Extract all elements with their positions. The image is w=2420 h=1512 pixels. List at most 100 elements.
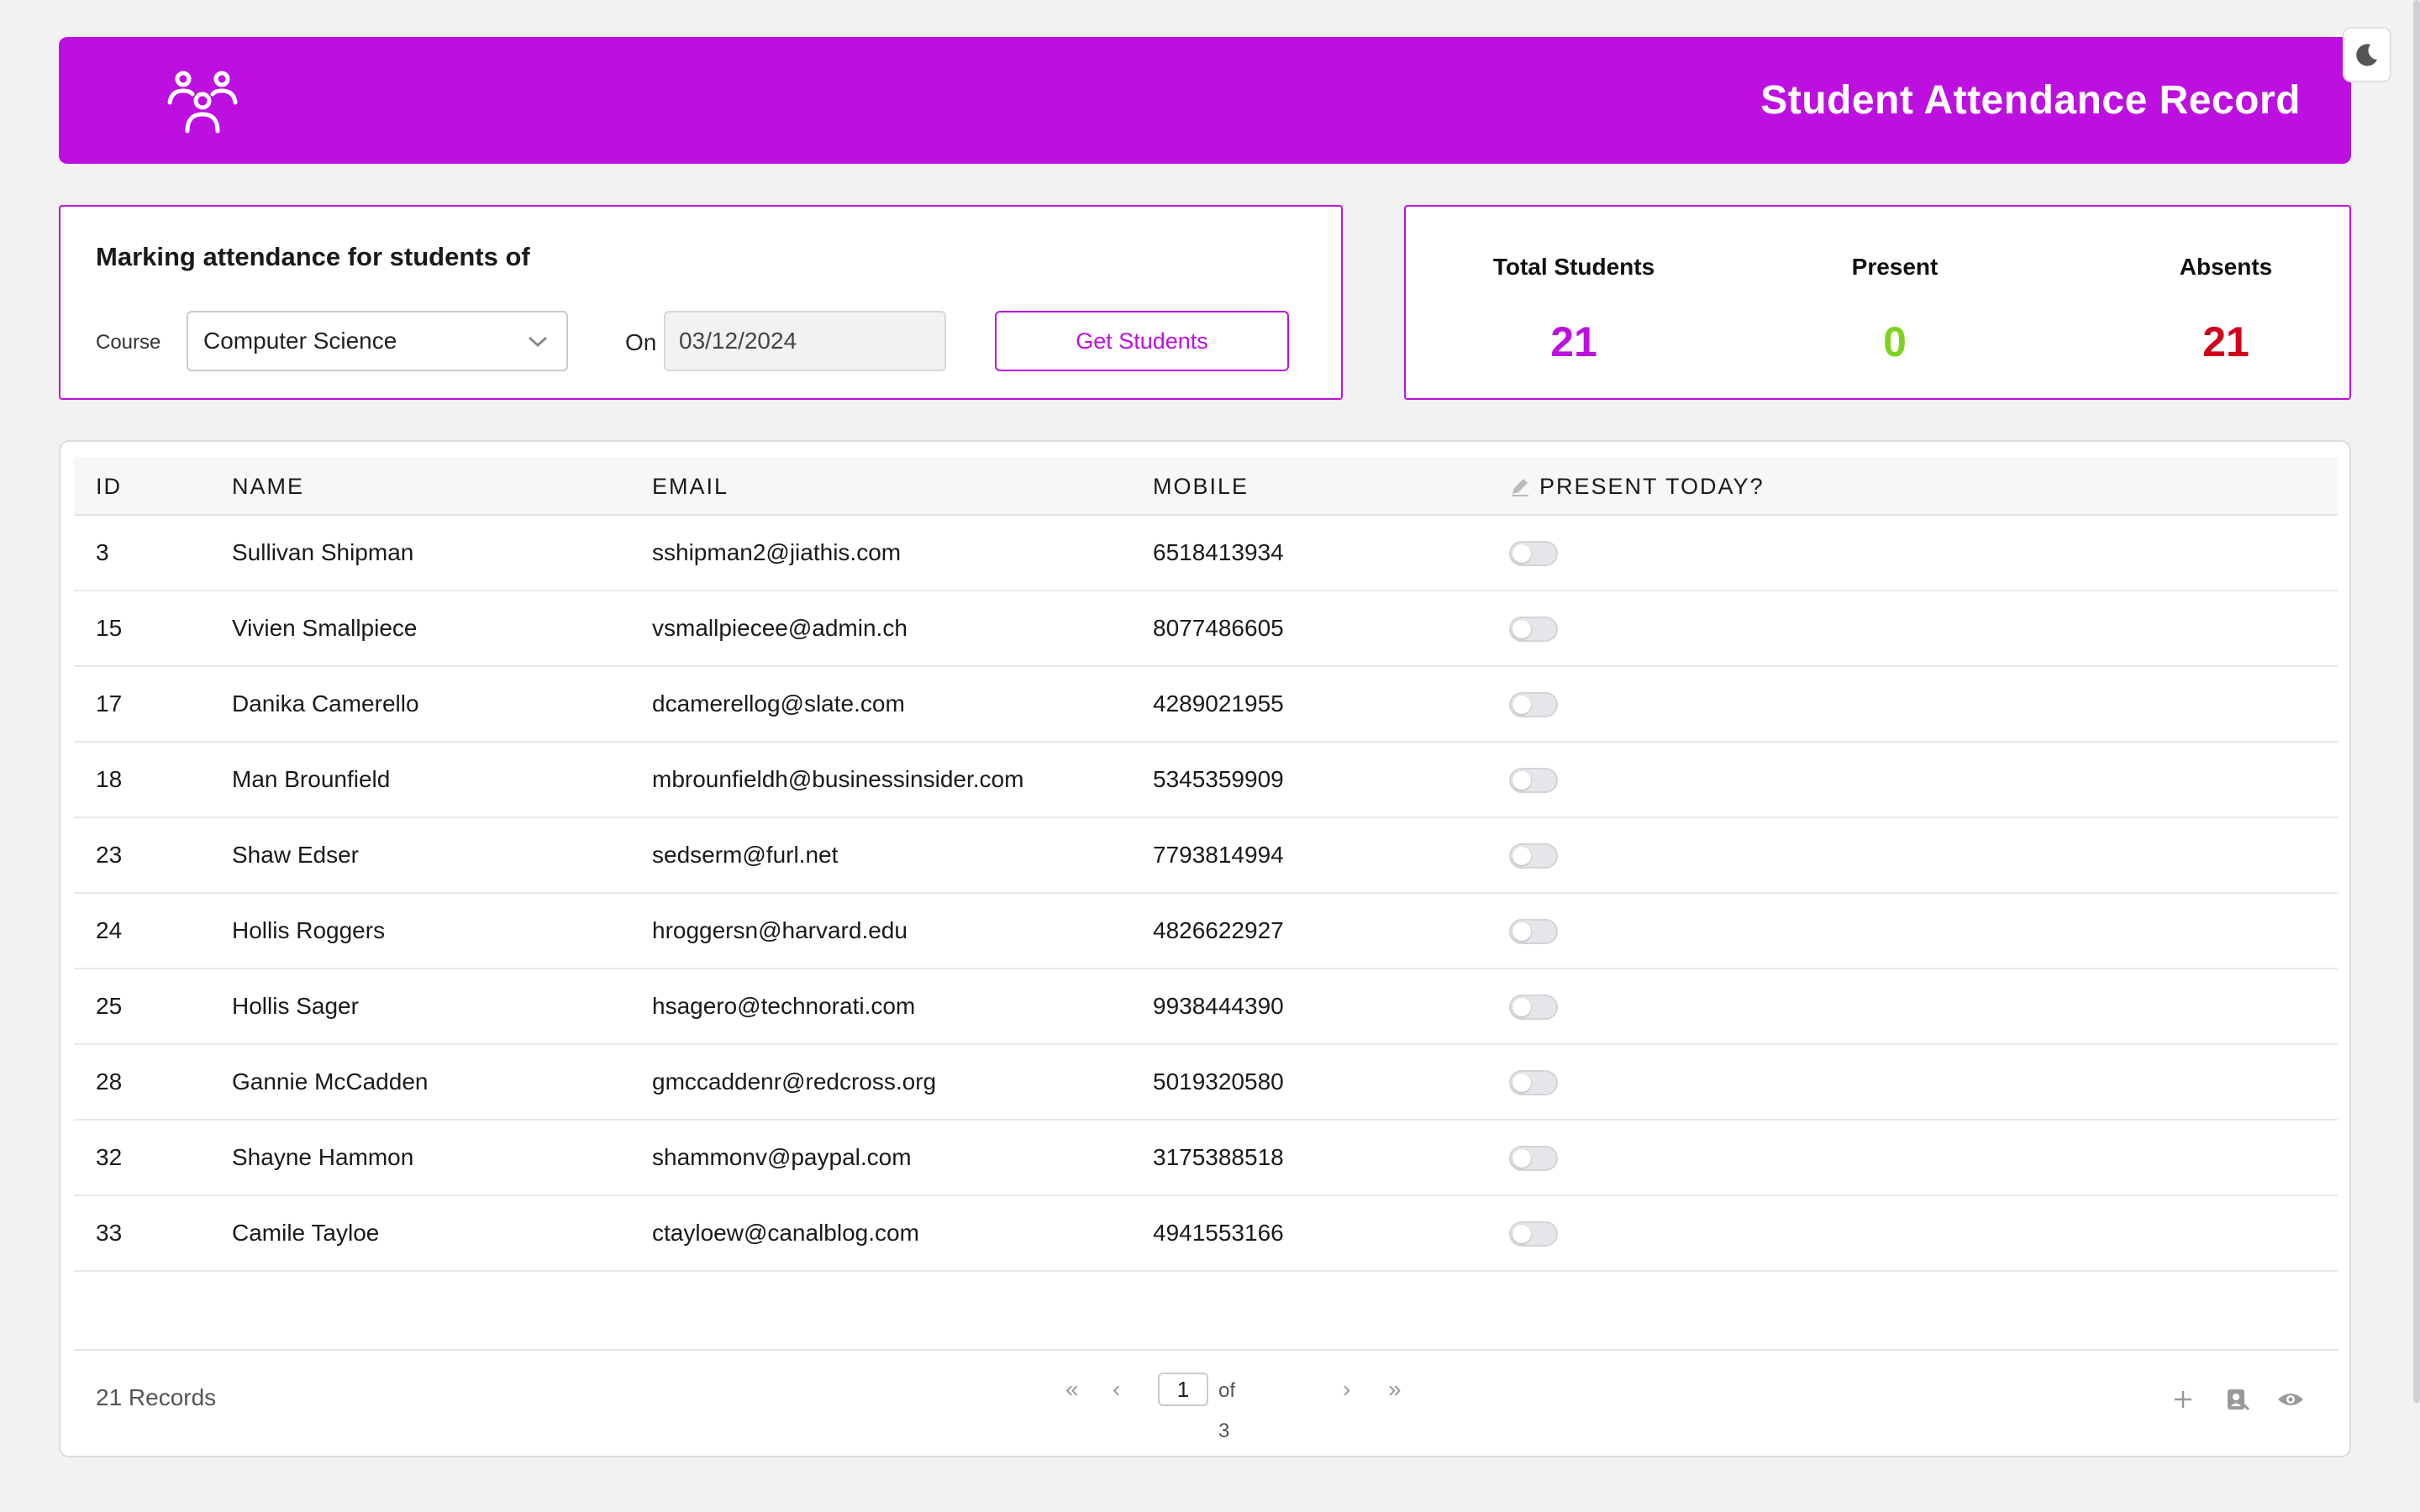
column-header-name[interactable]: NAME <box>232 474 305 499</box>
cell-name: Sullivan Shipman <box>232 539 414 565</box>
table-body: 3 Sullivan Shipman sshipman2@jiathis.com 65… <box>74 516 2338 1272</box>
table-row: 32 Shayne Hammon shammonv@paypal.com 317538… <box>74 1121 2338 1196</box>
moon-icon <box>2356 44 2377 66</box>
cell-mobile: 5019320580 <box>1153 1068 1284 1095</box>
plus-icon[interactable] <box>2168 1384 2198 1415</box>
cell-mobile: 6518413934 <box>1153 539 1284 565</box>
cell-id: 25 <box>96 993 123 1019</box>
cell-id: 28 <box>96 1068 123 1095</box>
chevron-down-icon <box>528 336 548 348</box>
cell-id: 32 <box>96 1144 123 1170</box>
table-row: 24 Hollis Roggers hroggersn@harvard.edu 482… <box>74 894 2338 969</box>
stat-label: Present <box>1851 254 1939 280</box>
date-input[interactable]: 03/12/2024 <box>664 311 946 371</box>
cell-id: 3 <box>96 539 109 565</box>
app-header: Student Attendance Record <box>59 37 2351 164</box>
table-row: 18 Man Brounfield mbrounfieldh@businessins… <box>74 743 2338 818</box>
cell-name: Hollis Roggers <box>232 917 386 943</box>
present-toggle[interactable] <box>1509 1070 1558 1095</box>
toggle-knob <box>1512 544 1531 563</box>
column-header-id[interactable]: ID <box>96 474 122 499</box>
table-row: 28 Gannie McCadden gmccaddenr@redcross.org… <box>74 1045 2338 1121</box>
cell-mobile: 8077486605 <box>1153 615 1284 641</box>
page-total: of 3 <box>1218 1379 1236 1442</box>
column-header-present-label: PRESENT TODAY? <box>1539 474 1765 499</box>
present-toggle[interactable] <box>1509 541 1558 566</box>
cell-name: Danika Camerello <box>232 690 419 717</box>
present-toggle[interactable] <box>1509 919 1558 944</box>
cell-id: 23 <box>96 842 123 868</box>
present-toggle[interactable] <box>1509 995 1558 1020</box>
page-title: Student Attendance Record <box>1760 78 2301 123</box>
present-toggle[interactable] <box>1509 843 1558 869</box>
present-toggle[interactable] <box>1509 1146 1558 1171</box>
theme-toggle-button[interactable] <box>2343 27 2391 82</box>
last-page-button[interactable]: » <box>1388 1376 1402 1402</box>
cell-mobile: 7793814994 <box>1153 842 1284 868</box>
column-header-present[interactable]: PRESENT TODAY? <box>1509 457 1765 516</box>
get-students-button[interactable]: Get Students <box>995 311 1289 371</box>
cell-email: vsmallpiecee@admin.ch <box>652 615 908 641</box>
prev-page-button[interactable]: ‹ <box>1113 1376 1121 1402</box>
cell-id: 33 <box>96 1220 123 1246</box>
cell-mobile: 4826622927 <box>1153 917 1284 943</box>
table-footer: 21 Records « ‹ 1 of 3 › » <box>74 1349 2338 1457</box>
page-number-input[interactable]: 1 <box>1158 1373 1208 1406</box>
cell-email: dcamerellog@slate.com <box>652 690 905 717</box>
cell-id: 18 <box>96 766 123 792</box>
cell-mobile: 4289021955 <box>1153 690 1284 717</box>
first-page-button[interactable]: « <box>1065 1376 1079 1402</box>
toggle-knob <box>1512 1225 1531 1243</box>
column-header-mobile[interactable]: MOBILE <box>1153 474 1249 499</box>
toggle-knob <box>1512 998 1531 1016</box>
cell-name: Gannie McCadden <box>232 1068 429 1095</box>
toggle-knob <box>1512 771 1531 790</box>
table-header: ID NAME EMAIL MOBILE PRESENT TODAY? <box>74 457 2338 516</box>
filter-heading: Marking attendance for students of <box>96 242 530 271</box>
attendance-stats-card: Total Students 21 Present 0 Absents 21 <box>1404 205 2351 400</box>
present-toggle[interactable] <box>1509 692 1558 717</box>
course-select-value: Computer Science <box>203 328 397 354</box>
next-page-button[interactable]: › <box>1343 1376 1351 1402</box>
stat-value: 0 <box>1883 318 1907 365</box>
cell-name: Shaw Edser <box>232 842 359 868</box>
cell-mobile: 9938444390 <box>1153 993 1284 1019</box>
cell-email: sedserm@furl.net <box>652 842 839 868</box>
cell-mobile: 3175388518 <box>1153 1144 1284 1170</box>
present-toggle[interactable] <box>1509 617 1558 642</box>
stat-label: Total Students <box>1492 254 1655 280</box>
present-toggle[interactable] <box>1509 768 1558 793</box>
table-row: 3 Sullivan Shipman sshipman2@jiathis.com 65… <box>74 516 2338 591</box>
cell-email: shammonv@paypal.com <box>652 1144 912 1170</box>
cell-name: Shayne Hammon <box>232 1144 414 1170</box>
records-count: 21 Records <box>96 1384 217 1410</box>
page-scrollbar[interactable] <box>2413 0 2420 1403</box>
cell-id: 24 <box>96 917 123 943</box>
table-row: 33 Camile Tayloe ctayloew@canalblog.com 494… <box>74 1196 2338 1272</box>
present-toggle[interactable] <box>1509 1221 1558 1247</box>
toggle-knob <box>1512 922 1531 941</box>
toggle-knob <box>1512 847 1531 865</box>
column-header-email[interactable]: EMAIL <box>652 474 729 499</box>
date-label: On <box>625 329 657 355</box>
eye-icon[interactable] <box>2275 1384 2306 1415</box>
cell-email: hroggersn@harvard.edu <box>652 917 908 943</box>
cell-id: 17 <box>96 690 123 717</box>
course-select[interactable]: Computer Science <box>187 311 568 371</box>
cell-name: Hollis Sager <box>232 993 359 1019</box>
cell-email: sshipman2@jiathis.com <box>652 539 902 565</box>
date-input-value: 03/12/2024 <box>679 328 797 354</box>
export-icon[interactable] <box>2222 1384 2252 1415</box>
table-row: 23 Shaw Edser sedserm@furl.net 7793814994 <box>74 818 2338 894</box>
table-row: 25 Hollis Sager hsagero@technorati.com 9938… <box>74 969 2338 1045</box>
cell-name: Vivien Smallpiece <box>232 615 418 641</box>
users-group-icon <box>167 71 238 134</box>
cell-email: ctayloew@canalblog.com <box>652 1220 919 1246</box>
toggle-knob <box>1512 620 1531 638</box>
table-row: 17 Danika Camerello dcamerellog@slate.com 4… <box>74 667 2338 743</box>
toggle-knob <box>1512 1149 1531 1168</box>
cell-mobile: 4941553166 <box>1153 1220 1284 1246</box>
cell-name: Camile Tayloe <box>232 1220 380 1246</box>
cell-email: gmccaddenr@redcross.org <box>652 1068 937 1095</box>
cell-mobile: 5345359909 <box>1153 766 1284 792</box>
